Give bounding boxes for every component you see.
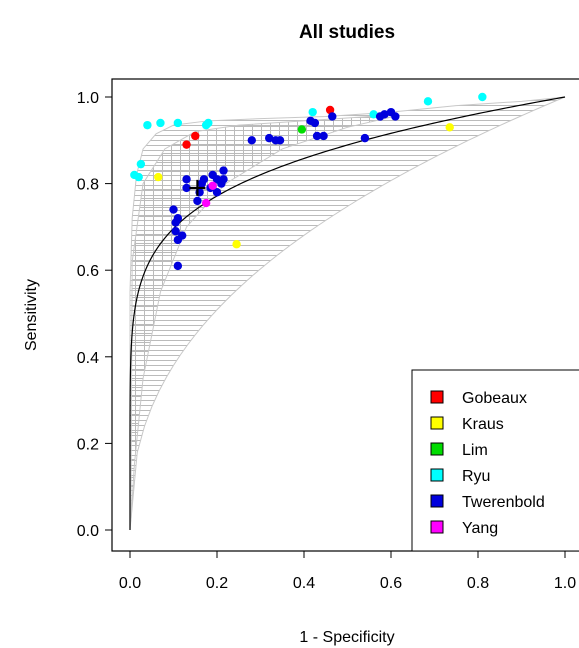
data-point-twerenbold — [171, 227, 180, 236]
data-point-twerenbold — [380, 110, 389, 119]
x-tick-label: 0.4 — [293, 575, 315, 592]
legend-label-kraus: Kraus — [462, 416, 504, 433]
x-tick-label: 0.6 — [380, 575, 402, 592]
data-point-twerenbold — [219, 175, 228, 184]
y-tick-label: 0.0 — [77, 523, 99, 540]
y-tick-label: 1.0 — [77, 90, 99, 107]
data-point-yang — [208, 181, 217, 190]
data-point-ryu — [308, 107, 317, 117]
data-point-twerenbold — [182, 175, 191, 184]
x-tick-label: 0.2 — [206, 575, 228, 592]
data-point-yang — [201, 198, 211, 208]
x-tick-label: 0.8 — [467, 575, 489, 592]
legend-swatch-gobeaux — [430, 390, 444, 404]
data-point-gobeaux — [182, 140, 191, 149]
sroc-curve — [129, 96, 566, 531]
data-point-ryu — [173, 118, 183, 128]
data-point-twerenbold — [212, 188, 222, 197]
legend-swatch-ryu — [430, 468, 444, 482]
prediction-region — [129, 96, 566, 531]
y-axis-label: Sensitivity — [23, 279, 40, 351]
data-point-ryu — [136, 159, 146, 169]
y-tick-label: 0.6 — [77, 263, 99, 280]
data-point-twerenbold — [275, 136, 285, 145]
data-point-kraus — [445, 123, 454, 132]
x-axis: 0.0 0.2 0.4 0.6 0.8 1.0 — [119, 550, 576, 592]
legend-label-ryu: Ryu — [462, 468, 490, 485]
legend-swatch-lim — [430, 442, 444, 456]
data-point-ryu — [134, 172, 143, 182]
data-point-ryu — [369, 110, 378, 119]
data-point-twerenbold — [360, 133, 370, 143]
legend-swatch-kraus — [430, 416, 444, 430]
data-point-twerenbold — [173, 261, 183, 271]
data-point-gobeaux — [325, 105, 335, 115]
data-point-kraus — [232, 240, 241, 249]
legend-label-lim: Lim — [462, 442, 488, 459]
legend: Gobeaux Kraus Lim Ryu Twerenbold Yang — [411, 369, 579, 552]
data-point-twerenbold — [319, 131, 328, 141]
data-point-twerenbold — [265, 133, 274, 143]
y-tick-label: 0.2 — [77, 436, 99, 453]
data-point-twerenbold — [310, 118, 320, 128]
data-point-gobeaux — [191, 131, 200, 141]
data-point-lim — [297, 125, 307, 134]
data-point-twerenbold — [328, 112, 337, 121]
sroc-curve-layer — [129, 96, 566, 531]
legend-label-yang: Yang — [462, 520, 498, 537]
data-point-twerenbold — [173, 214, 183, 223]
chart-title: All studies — [299, 22, 395, 43]
x-tick-label: 1.0 — [554, 575, 576, 592]
data-point-twerenbold — [169, 205, 178, 214]
data-point-twerenbold — [182, 183, 191, 193]
data-point-twerenbold — [391, 112, 400, 121]
x-tick-label: 0.0 — [119, 575, 141, 592]
legend-swatch-twerenbold — [430, 494, 444, 508]
data-point-ryu — [143, 120, 152, 130]
data-point-twerenbold — [219, 166, 228, 175]
data-point-twerenbold — [193, 196, 202, 206]
data-point-ryu — [156, 118, 165, 128]
confidence-regions — [129, 96, 566, 531]
data-point-ryu — [204, 118, 213, 128]
legend-label-twerenbold: Twerenbold — [462, 494, 545, 511]
data-point-ryu — [423, 97, 433, 106]
y-tick-label: 0.4 — [77, 350, 99, 367]
data-point-kraus — [154, 172, 163, 182]
summary-point — [189, 179, 206, 196]
data-point-twerenbold — [312, 131, 322, 141]
legend-swatch-yang — [430, 520, 444, 534]
y-axis: 0.0 0.2 0.4 0.6 0.8 1.0 — [77, 90, 113, 540]
data-point-twerenbold — [199, 175, 209, 184]
legend-label-gobeaux: Gobeaux — [462, 390, 527, 407]
x-axis-label: 1 - Specificity — [299, 629, 394, 646]
data-point-ryu — [478, 92, 487, 102]
data-point-twerenbold — [178, 231, 187, 240]
y-tick-label: 0.8 — [77, 177, 99, 194]
confidence-region — [130, 114, 400, 522]
data-points — [130, 92, 487, 271]
data-point-twerenbold — [247, 136, 256, 145]
